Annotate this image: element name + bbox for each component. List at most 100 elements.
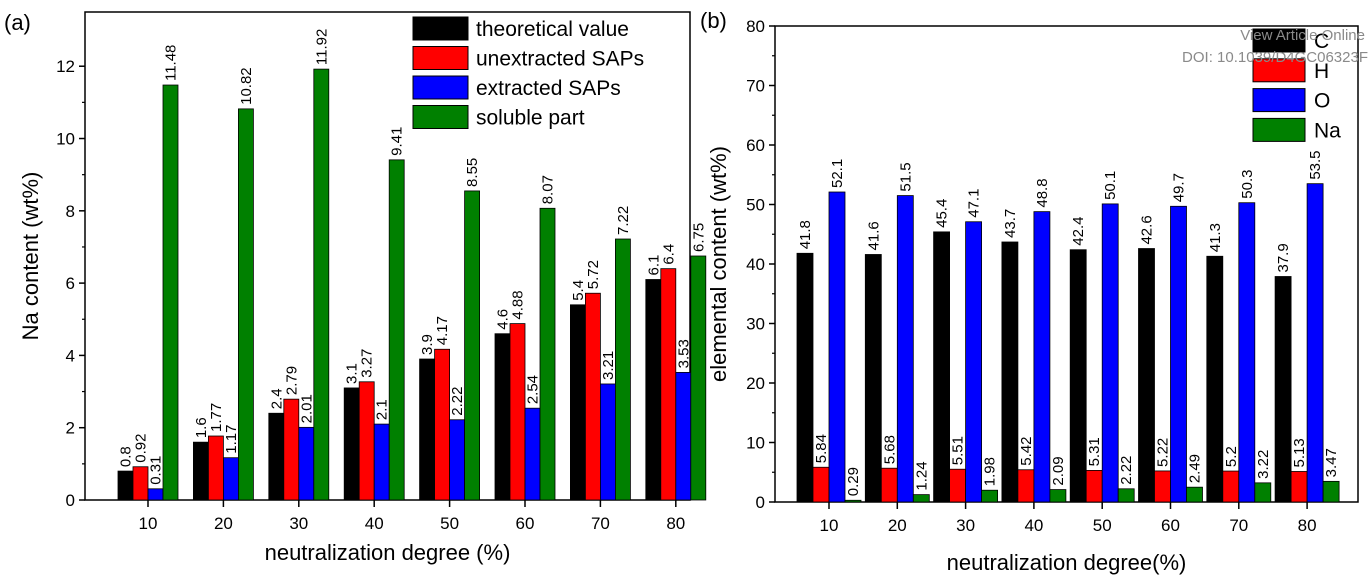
bar <box>812 466 830 503</box>
data-label: 53.5 <box>1307 150 1324 179</box>
y-tick-label: 70 <box>746 77 765 96</box>
data-label: 6.1 <box>645 255 662 276</box>
bar <box>1001 241 1019 503</box>
bar <box>1154 470 1171 503</box>
bar <box>965 221 982 503</box>
bar <box>570 304 586 501</box>
data-label: 1.24 <box>913 461 930 490</box>
x-tick-label: 30 <box>289 514 308 533</box>
data-label: 5.2 <box>1223 446 1240 467</box>
data-label: 2.54 <box>525 375 542 404</box>
y-tick-label: 30 <box>746 315 765 334</box>
bar <box>1274 276 1292 503</box>
bar <box>949 468 966 503</box>
legend-swatch <box>1252 117 1306 142</box>
bar <box>1186 486 1203 503</box>
bar <box>222 457 239 501</box>
legend-label: soluble part <box>476 107 585 130</box>
watermark-view-article[interactable]: View Article Online <box>1240 27 1365 44</box>
bar <box>796 252 814 503</box>
data-label: 48.8 <box>1034 178 1051 207</box>
y-tick-label: 0 <box>756 493 765 512</box>
bar <box>1049 489 1067 503</box>
bar <box>1322 480 1340 503</box>
x-tick-label: 40 <box>1024 516 1043 535</box>
legend-swatch <box>412 46 469 70</box>
data-label: 5.4 <box>570 280 587 301</box>
data-label: 3.27 <box>359 349 376 378</box>
x-axis-label: neutralization degree (%) <box>265 540 511 565</box>
data-label: 8.07 <box>540 175 557 204</box>
data-label: 6.75 <box>690 223 707 252</box>
bar <box>464 190 481 501</box>
data-label: 42.4 <box>1070 217 1087 246</box>
data-label: 2.79 <box>283 366 300 395</box>
x-axis-label: neutralization degree(%) <box>947 550 1187 575</box>
y-tick-label: 0 <box>66 491 75 510</box>
bar <box>1206 255 1224 503</box>
y-tick-label: 12 <box>56 57 75 76</box>
y-tick-label: 80 <box>746 17 765 36</box>
bar <box>844 499 862 503</box>
data-label: 41.3 <box>1207 223 1224 252</box>
bar <box>268 412 285 501</box>
data-label: 11.92 <box>313 29 330 65</box>
x-tick-label: 50 <box>1093 516 1112 535</box>
y-tick-label: 50 <box>746 196 765 215</box>
data-label: 45.4 <box>934 199 951 228</box>
data-label: 49.7 <box>1171 173 1188 202</box>
chart-panel-a: 0 2 4 6 8 10 12 0.80.920.31 11.48 10 1.61.771.17 10… <box>4 10 707 565</box>
bar <box>1033 211 1051 503</box>
watermark-doi[interactable]: DOI: 10.1039/D4GC06323F <box>1182 49 1368 66</box>
data-label: 47.1 <box>966 189 983 218</box>
bar <box>1254 482 1272 503</box>
data-label: 1.17 <box>223 425 240 454</box>
y-tick-label: 20 <box>746 374 765 393</box>
bar <box>828 191 846 503</box>
data-label: 37.9 <box>1275 243 1292 272</box>
bar <box>358 381 375 501</box>
legend-swatch <box>412 105 469 129</box>
x-tick-label: 40 <box>365 514 384 533</box>
panel-label: (b) <box>700 8 727 33</box>
data-label: 4.88 <box>510 290 527 319</box>
bar <box>1017 469 1035 503</box>
legend-label: unextracted SAPs <box>476 48 644 71</box>
bar <box>162 84 179 501</box>
bar <box>1085 470 1103 503</box>
legend-label: theoretical value <box>476 18 629 41</box>
bar <box>1170 205 1187 503</box>
x-tick-label: 10 <box>820 516 839 535</box>
bar <box>660 268 677 501</box>
data-label: 11.48 <box>163 45 180 81</box>
bar <box>912 494 930 503</box>
y-tick-label: 40 <box>746 255 765 274</box>
data-label: 2.09 <box>1050 456 1067 485</box>
x-tick-label: 60 <box>516 514 535 533</box>
x-tick-label: 50 <box>440 514 459 533</box>
data-label: 3.53 <box>675 339 692 368</box>
bar <box>896 195 914 503</box>
bar <box>933 231 950 503</box>
bar <box>690 255 707 501</box>
data-label: 2.01 <box>298 394 315 423</box>
x-tick-label: 80 <box>666 514 685 533</box>
bar <box>1238 202 1256 503</box>
bar <box>981 489 998 503</box>
y-axis-label: elemental content (wt%) <box>706 146 731 382</box>
bar <box>449 419 466 501</box>
legend-label: C <box>1314 30 1329 53</box>
y-tick-label: 4 <box>66 346 75 365</box>
x-tick-label: 10 <box>139 514 158 533</box>
y-tick-label: 2 <box>66 419 75 438</box>
y-axis-label: Na content (wt%) <box>18 172 43 341</box>
x-tick-label: 20 <box>214 514 233 533</box>
data-label: 51.5 <box>897 162 914 191</box>
bar <box>509 323 526 501</box>
bar <box>207 435 224 501</box>
data-label: 5.84 <box>813 434 830 463</box>
data-label: 5.13 <box>1291 438 1308 467</box>
data-label: 10.82 <box>238 67 255 105</box>
x-tick-label: 30 <box>956 516 975 535</box>
